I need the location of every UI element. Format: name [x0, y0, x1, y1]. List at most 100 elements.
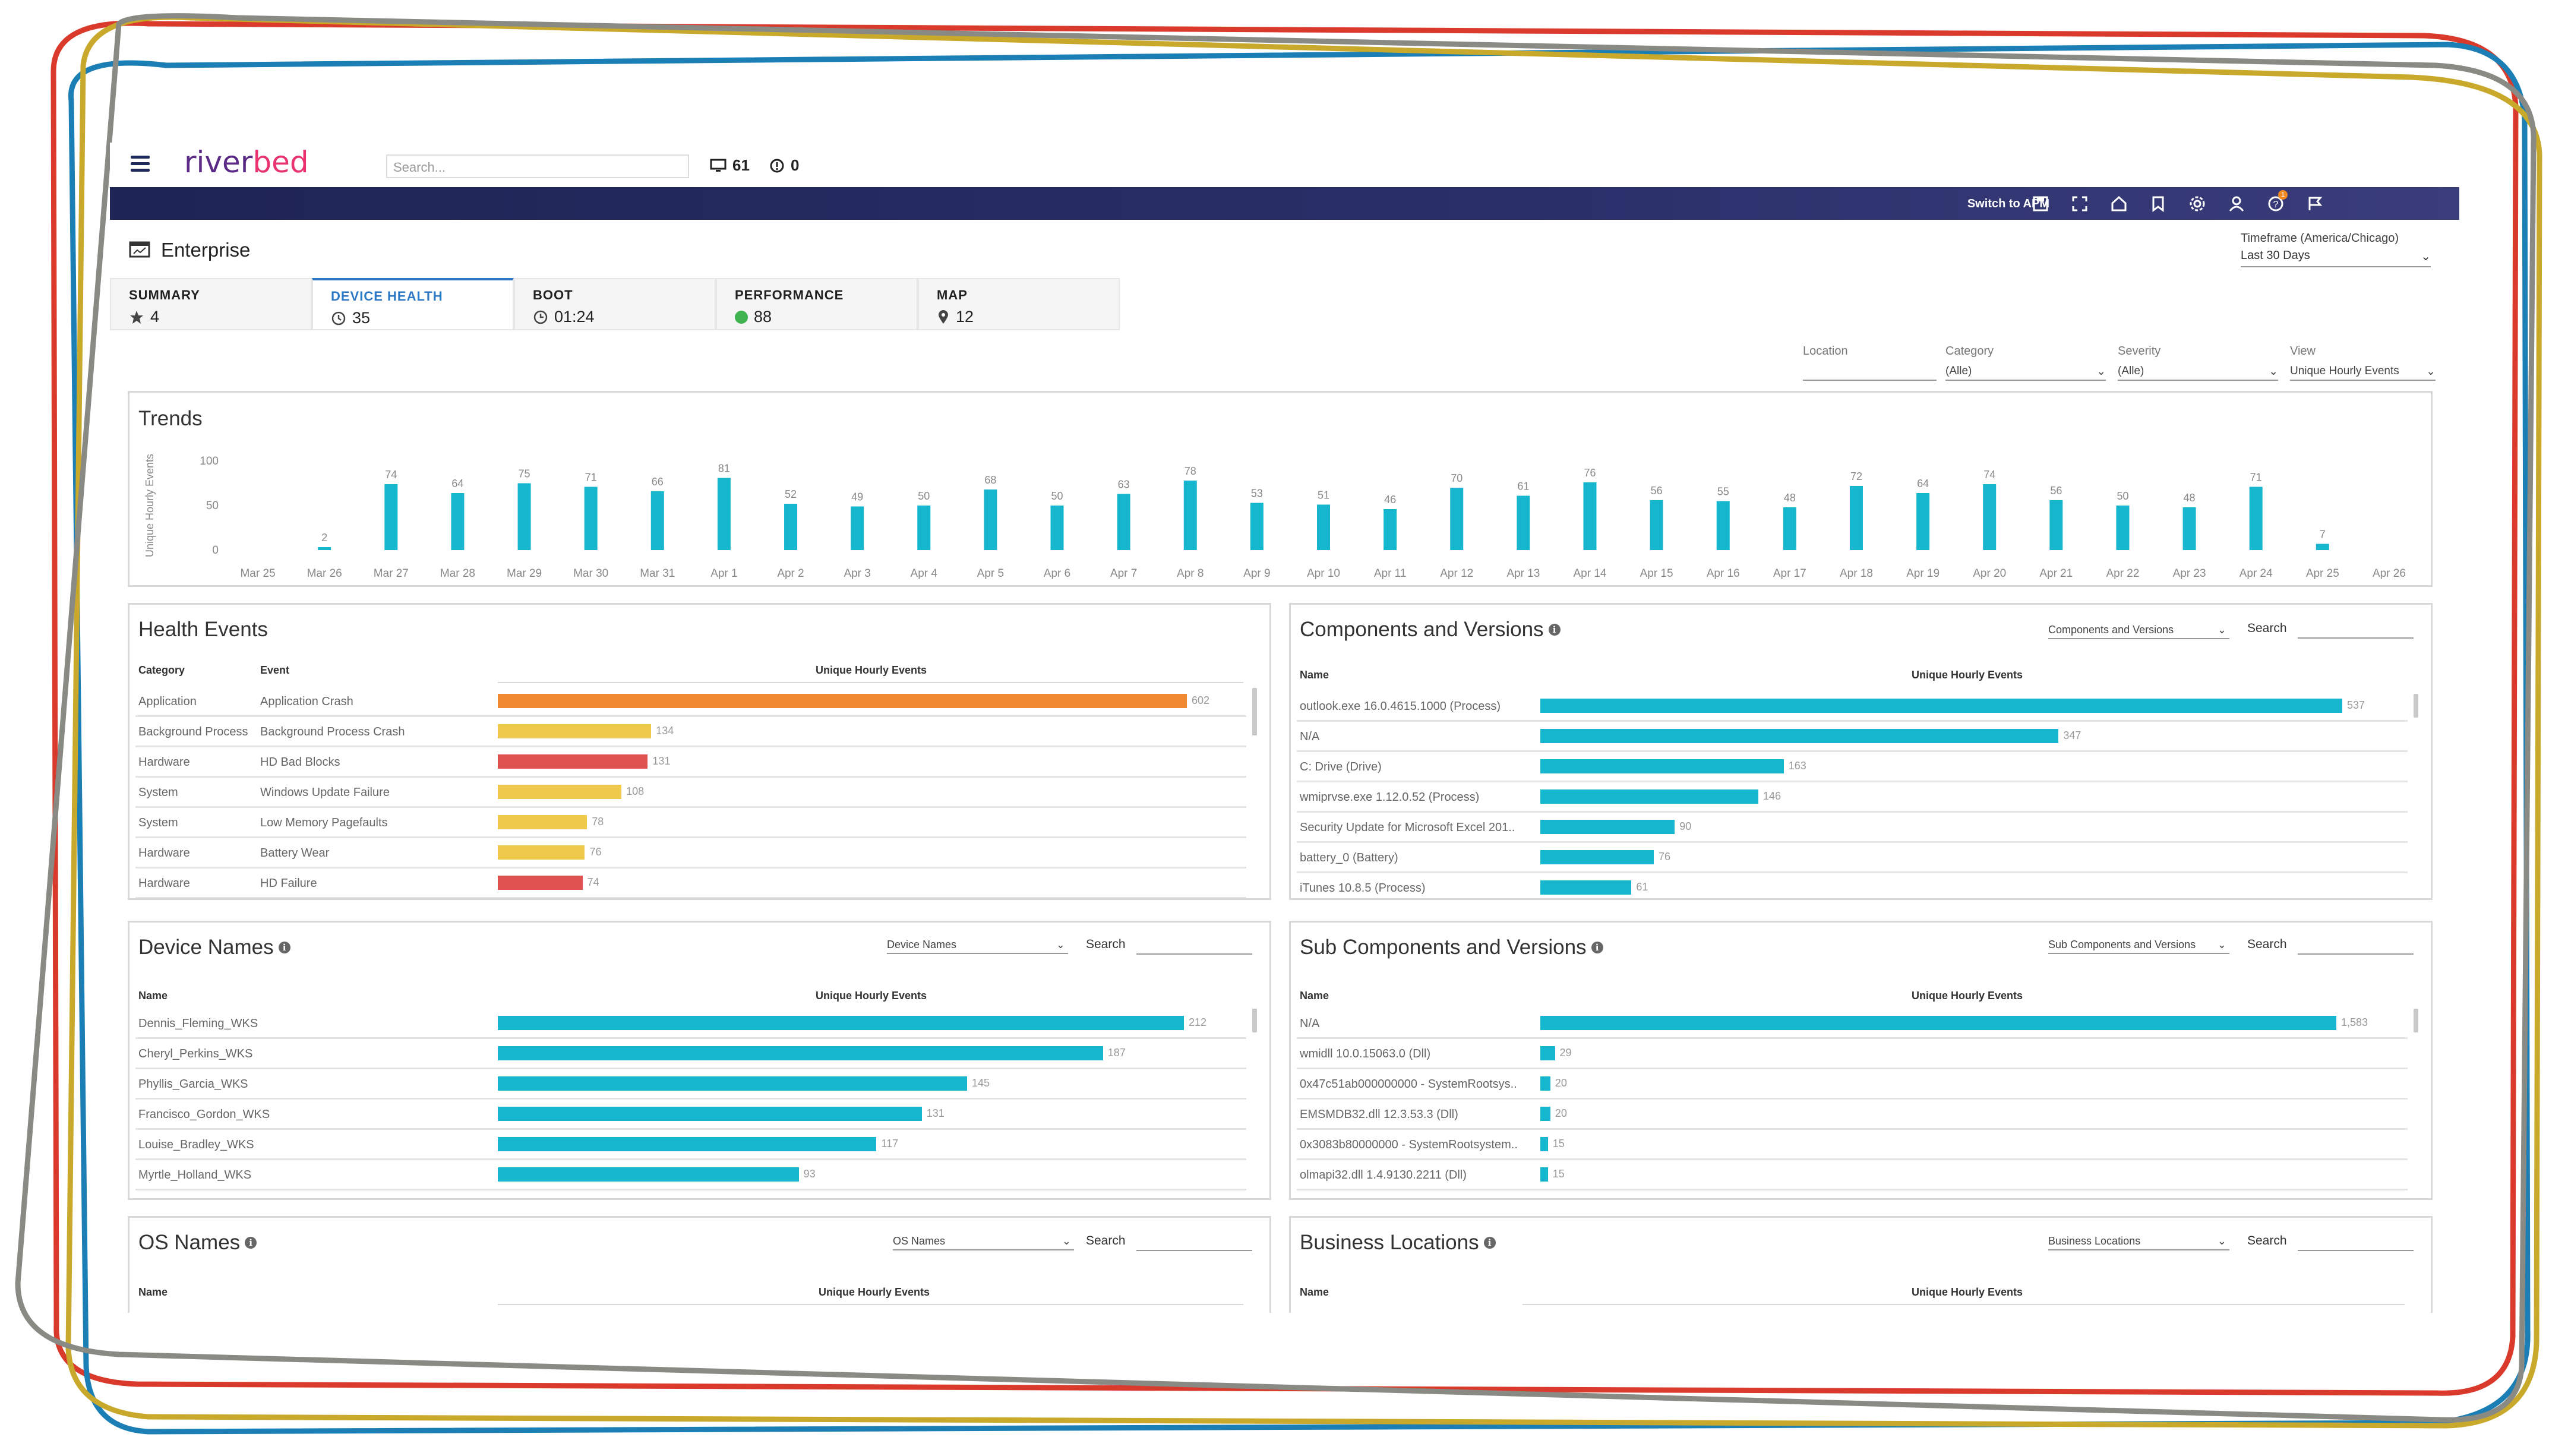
table-row[interactable]: olmapi32.dll 1.4.9130.2211 (Dll) 15 [1297, 1160, 2408, 1190]
severity-filter[interactable]: Severity (Alle) ⌄ [2118, 345, 2278, 381]
category-filter[interactable]: Category (Alle) ⌄ [1945, 345, 2106, 381]
scrollbar[interactable] [2414, 1009, 2418, 1032]
components-search-input[interactable] [2298, 637, 2414, 639]
trend-bar [517, 483, 531, 550]
gear-icon[interactable] [2187, 193, 2208, 214]
view-filter[interactable]: View Unique Hourly Events ⌄ [2290, 345, 2436, 381]
components-dropdown[interactable]: Components and Versions ⌄ [2048, 621, 2229, 639]
table-row[interactable]: Hardware Battery Wear 76 [135, 838, 1246, 868]
tab-boot[interactable]: BOOT 01:24 [514, 278, 716, 330]
table-row[interactable]: 0x3083b80000000 - SystemRootsystem.. 15 [1297, 1130, 2408, 1160]
os-names-dropdown[interactable]: OS Names ⌄ [893, 1233, 1074, 1250]
bar-value-label: 20 [1555, 1107, 1567, 1119]
value-bar[interactable] [1540, 729, 2059, 743]
value-bar[interactable] [1540, 699, 2342, 713]
info-icon[interactable]: i [245, 1237, 257, 1249]
scrollbar[interactable] [1252, 688, 1257, 735]
table-row[interactable]: Background Process Background Process Cra… [135, 717, 1246, 747]
table-row[interactable]: C: Drive (Drive) 163 [1297, 752, 2408, 782]
value-bar[interactable] [498, 754, 648, 769]
value-bar[interactable] [498, 1016, 1184, 1030]
value-bar[interactable] [498, 815, 587, 829]
table-row[interactable]: Dennis_Fleming_WKS 212 [135, 1009, 1246, 1039]
table-row[interactable]: EMSMDB32.dll 12.3.53.3 (Dll) 20 [1297, 1100, 2408, 1130]
value-bar[interactable] [1540, 1076, 1550, 1091]
value-bar[interactable] [1540, 880, 1632, 895]
table-row[interactable]: System Low Memory Pagefaults 78 [135, 808, 1246, 838]
info-icon[interactable]: i [1483, 1237, 1496, 1249]
table-row[interactable]: Cheryl_Perkins_WKS 187 [135, 1039, 1246, 1069]
table-row[interactable]: Hardware HD Failure 74 [135, 868, 1246, 898]
table-row[interactable]: 0x47c51ab000000000 - SystemRootsys.. 20 [1297, 1069, 2408, 1100]
table-row[interactable]: Francisco_Gordon_WKS 131 [135, 1100, 1246, 1130]
table-row[interactable]: wmidll 10.0.15063.0 (Dll) 29 [1297, 1039, 2408, 1069]
value-bar[interactable] [498, 1167, 799, 1182]
bar-value-label: 29 [1559, 1047, 1572, 1059]
tab-performance[interactable]: PERFORMANCE 88 [716, 278, 918, 330]
table-row[interactable]: wmiprvse.exe 1.12.0.52 (Process) 146 [1297, 782, 2408, 813]
timeframe-selector[interactable]: Timeframe (America/Chicago) Last 30 Days… [2241, 232, 2431, 267]
menu-icon[interactable] [131, 156, 150, 172]
value-bar[interactable] [498, 1107, 922, 1121]
value-bar[interactable] [1540, 789, 1759, 804]
info-icon[interactable]: i [278, 942, 290, 953]
device-names-search-input[interactable] [1136, 953, 1252, 955]
value-bar[interactable] [1540, 1167, 1548, 1182]
value-bar[interactable] [498, 1076, 967, 1091]
table-row[interactable]: Louise_Bradley_WKS 117 [135, 1130, 1246, 1160]
value-bar[interactable] [1540, 1016, 2336, 1030]
business-locations-search-input[interactable] [2298, 1250, 2414, 1251]
table-row[interactable]: Hardware HD Bad Blocks 131 [135, 747, 1246, 778]
device-names-dropdown[interactable]: Device Names ⌄ [887, 936, 1068, 954]
value-bar[interactable] [498, 1046, 1103, 1060]
value-bar[interactable] [498, 845, 585, 860]
info-icon[interactable]: i [1548, 624, 1561, 636]
table-row[interactable]: Application Application Crash 602 [135, 687, 1246, 717]
header-divider [498, 682, 1243, 683]
value-bar[interactable] [1540, 1107, 1550, 1121]
os-names-search-input[interactable] [1136, 1250, 1252, 1251]
scrollbar[interactable] [2414, 694, 2418, 718]
fullscreen-icon[interactable] [2069, 193, 2090, 214]
info-icon[interactable]: i [1591, 942, 1603, 953]
table-row[interactable]: System Windows Update Failure 108 [135, 778, 1246, 808]
help-badge: 1 [2278, 190, 2288, 200]
sub-components-search-input[interactable] [2298, 953, 2414, 955]
home-icon[interactable] [2108, 193, 2130, 214]
table-row[interactable]: Phyllis_Garcia_WKS 145 [135, 1069, 1246, 1100]
tab-map[interactable]: MAP 12 [918, 278, 1120, 330]
table-row[interactable]: battery_0 (Battery) 76 [1297, 843, 2408, 873]
value-bar[interactable] [1540, 1137, 1548, 1151]
location-filter[interactable]: Location [1803, 345, 1937, 381]
flag-icon[interactable] [2304, 193, 2326, 214]
value-bar[interactable] [498, 694, 1187, 708]
tab-device-health[interactable]: DEVICE HEALTH 35 [312, 278, 514, 330]
scrollbar[interactable] [1252, 1009, 1257, 1032]
global-search-input[interactable]: Search... [386, 154, 689, 178]
user-icon[interactable] [2226, 193, 2247, 214]
table-row[interactable]: iTunes 10.8.5 (Process) 61 [1297, 873, 2408, 898]
x-tick-label: Apr 21 [2039, 567, 2073, 580]
alerts-count[interactable]: 0 [769, 156, 799, 175]
value-bar[interactable] [498, 1137, 877, 1151]
switch-to-apm-link[interactable]: Switch to APM [1967, 197, 2049, 210]
tab-summary[interactable]: SUMMARY 4 [110, 278, 312, 330]
value-bar[interactable] [1540, 759, 1784, 773]
table-row[interactable]: N/A 1,583 [1297, 1009, 2408, 1039]
devices-count[interactable]: 61 [710, 156, 750, 175]
value-bar[interactable] [498, 724, 652, 738]
table-row[interactable]: outlook.exe 16.0.4615.1000 (Process) 537 [1297, 691, 2408, 722]
business-locations-dropdown[interactable]: Business Locations ⌄ [2048, 1233, 2229, 1250]
table-row[interactable]: Myrtle_Holland_WKS 93 [135, 1160, 1246, 1190]
value-bar[interactable] [498, 876, 583, 890]
table-row[interactable]: Security Update for Microsoft Excel 201.… [1297, 813, 2408, 843]
value-bar[interactable] [1540, 820, 1675, 834]
sub-components-dropdown[interactable]: Sub Components and Versions ⌄ [2048, 936, 2229, 954]
table-row[interactable]: N/A 347 [1297, 722, 2408, 752]
bookmark-icon[interactable] [2147, 193, 2169, 214]
help-icon[interactable]: ? 1 [2265, 190, 2288, 214]
save-icon[interactable] [2030, 193, 2051, 214]
value-bar[interactable] [1540, 1046, 1555, 1060]
value-bar[interactable] [1540, 850, 1654, 864]
value-bar[interactable] [498, 785, 622, 799]
